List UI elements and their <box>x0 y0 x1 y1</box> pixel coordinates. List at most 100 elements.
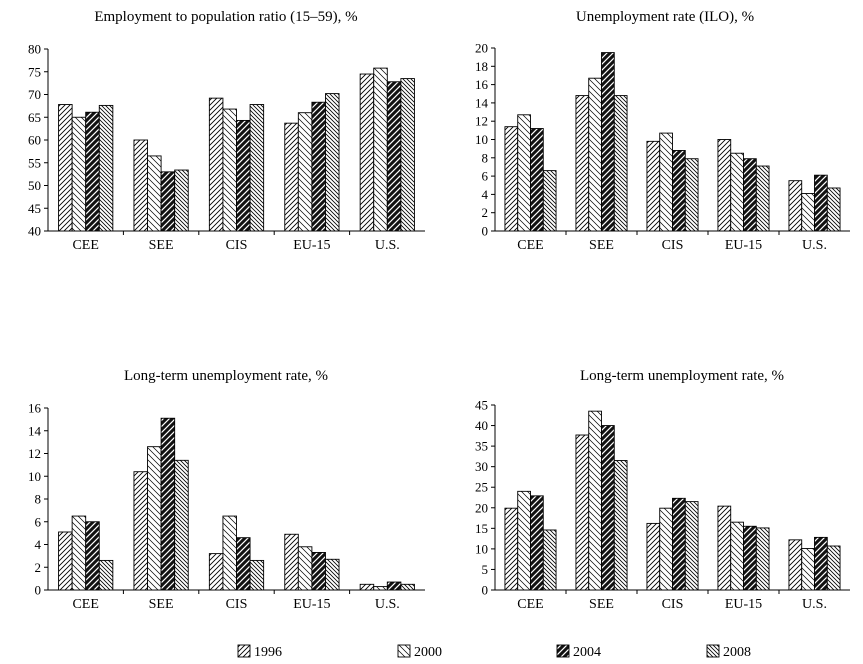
chart-long-term-unemployment-right: Long-term unemployment rate, % 0 5 10 15 20 25… <box>475 368 850 612</box>
legend-swatch-2000 <box>397 644 411 658</box>
bar-cis-2000 <box>222 108 237 232</box>
y-tick-label: 20 <box>475 41 488 56</box>
bar-cee-2000 <box>517 114 531 232</box>
bar-cis-1996 <box>208 97 224 232</box>
bar-cis-2004 <box>672 150 686 232</box>
bar-cis-2000 <box>222 515 237 591</box>
x-category-label: EU-15 <box>293 597 330 612</box>
y-tick-label: 0 <box>35 583 42 598</box>
x-category-label: U.S. <box>375 238 400 253</box>
x-category-label: CEE <box>72 597 98 612</box>
x-category-label: CEE <box>517 238 543 253</box>
bar-see-2000 <box>147 446 162 591</box>
bar-cee-2000 <box>517 490 531 591</box>
y-tick-label: 50 <box>28 178 41 193</box>
y-tick-label: 12 <box>28 446 41 461</box>
y-tick-label: 20 <box>475 500 488 515</box>
legend-label-2008: 2008 <box>723 645 751 660</box>
bar-us-2008 <box>400 78 415 232</box>
bar-see-2000 <box>147 155 162 232</box>
bar-see-2000 <box>588 77 602 232</box>
bar-eu15-2000 <box>297 546 313 591</box>
y-tick-label: 6 <box>482 169 489 184</box>
bar-cis-2000 <box>659 132 673 232</box>
bar-us-2004 <box>814 536 828 591</box>
chart-title: Long-term unemployment rate, % <box>580 368 784 384</box>
x-category-label: EU-15 <box>725 238 762 253</box>
chart-employment-ratio: Employment to population ratio (15–59), … <box>28 9 425 253</box>
x-category-label: SEE <box>149 238 174 253</box>
legend-label-2000: 2000 <box>414 645 442 660</box>
y-tick-label: 75 <box>28 64 41 79</box>
bar-eu15-2008 <box>325 558 340 591</box>
y-tick-label: 14 <box>28 423 42 438</box>
x-category-label: SEE <box>589 238 614 253</box>
y-tick-label: 8 <box>35 492 42 507</box>
bar-cee-2008 <box>98 104 114 232</box>
legend-label-1996: 1996 <box>254 645 282 660</box>
x-category-label: U.S. <box>802 238 827 253</box>
bar-eu15-2000 <box>297 112 313 232</box>
y-tick-label: 2 <box>482 205 489 220</box>
y-tick-label: 45 <box>28 201 41 216</box>
bar-eu15-2008 <box>755 165 770 232</box>
bar-cee-2008 <box>542 170 557 232</box>
y-tick-label: 5 <box>482 562 489 577</box>
x-category-label: CIS <box>226 597 248 612</box>
bar-eu15-2008 <box>755 527 770 591</box>
x-category-label: U.S. <box>375 597 400 612</box>
y-tick-label: 12 <box>475 114 488 129</box>
y-tick-label: 55 <box>28 155 41 170</box>
bar-see-1996 <box>133 471 148 591</box>
bar-cis-2000 <box>659 507 673 591</box>
y-tick-label: 6 <box>35 514 42 529</box>
bar-cee-2008 <box>542 529 557 591</box>
bar-cee-2000 <box>71 515 87 591</box>
bar-cee-1996 <box>58 531 73 591</box>
x-category-label: SEE <box>589 597 614 612</box>
x-category-label: SEE <box>149 597 174 612</box>
bar-see-2004 <box>160 171 176 232</box>
bar-eu15-2004 <box>743 158 757 232</box>
y-tick-label: 25 <box>475 480 488 495</box>
y-tick-label: 80 <box>28 42 41 57</box>
y-tick-label: 10 <box>475 541 488 556</box>
bar-see-1996 <box>133 139 148 232</box>
legend: 1996 2000 2004 2008 <box>237 644 751 660</box>
bar-see-2004 <box>601 52 615 232</box>
bar-eu15-2000 <box>730 152 744 232</box>
bar-us-2000 <box>373 586 388 591</box>
y-tick-label: 0 <box>482 583 489 598</box>
bar-cee-1996 <box>504 507 519 591</box>
bar-see-2008 <box>613 460 628 591</box>
bar-us-2008 <box>400 583 415 591</box>
y-tick-label: 40 <box>475 418 488 433</box>
x-category-label: CIS <box>662 597 684 612</box>
bar-us-2004 <box>814 174 828 232</box>
bar-us-2008 <box>826 545 841 591</box>
bar-cee-2004 <box>85 111 100 232</box>
y-tick-label: 10 <box>475 132 488 147</box>
y-tick-label: 18 <box>475 59 488 74</box>
bar-cis-2004 <box>236 537 251 591</box>
y-tick-label: 4 <box>35 537 42 552</box>
bar-eu15-1996 <box>717 139 732 232</box>
bar-us-2000 <box>801 548 815 591</box>
y-tick-label: 40 <box>28 224 41 239</box>
y-tick-label: 45 <box>475 398 488 413</box>
bar-cis-2004 <box>672 497 686 591</box>
y-tick-label: 65 <box>28 110 41 125</box>
chart-title: Long-term unemployment rate, % <box>124 368 328 384</box>
bar-see-2004 <box>601 425 615 591</box>
bar-cis-2008 <box>684 158 699 232</box>
y-tick-label: 30 <box>475 459 488 474</box>
y-tick-label: 8 <box>482 150 489 165</box>
chart-unemployment-rate: Unemployment rate (ILO), % 0 2 4 6 8 10 12 14 16 1… <box>475 9 850 253</box>
x-category-label: CEE <box>517 597 543 612</box>
bar-eu15-2004 <box>743 525 757 591</box>
legend-swatch-2008 <box>706 644 720 658</box>
bar-cee-2008 <box>98 559 114 591</box>
bar-cee-1996 <box>58 104 73 232</box>
bar-us-2004 <box>386 81 402 232</box>
